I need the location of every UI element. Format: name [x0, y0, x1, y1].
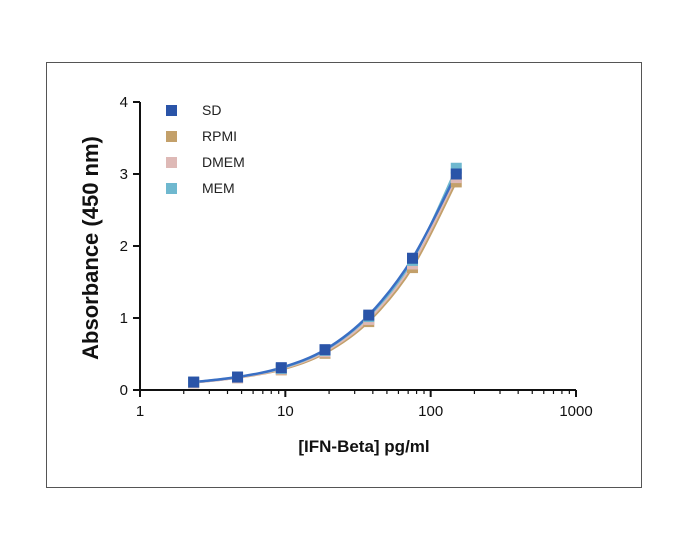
data-point-sd: [232, 371, 244, 383]
x-tick-label: 1: [136, 403, 144, 420]
x-tick-label: 100: [418, 403, 443, 420]
y-tick-label: 0: [120, 382, 128, 399]
y-tick-label: 4: [120, 94, 128, 111]
y-tick-label: 3: [120, 166, 128, 183]
legend-label-dmem: DMEM: [202, 154, 245, 170]
legend-label-rpmi: RPMI: [202, 128, 237, 144]
legend-swatch-sd: [166, 105, 177, 116]
x-axis-title: [IFN-Beta] pg/ml: [298, 437, 429, 456]
legend-swatch-dmem: [166, 157, 177, 168]
y-tick-label: 2: [120, 238, 128, 255]
data-point-sd: [363, 309, 375, 321]
y-axis-title: Absorbance (450 nm): [78, 136, 103, 360]
chart-frame: [46, 62, 642, 488]
data-point-sd: [407, 252, 419, 264]
legend-swatch-mem: [166, 183, 177, 194]
data-point-sd: [275, 362, 287, 374]
legend-label-sd: SD: [202, 102, 221, 118]
data-point-sd: [450, 168, 462, 180]
x-ticks: 1 10 100 1000: [136, 390, 593, 420]
x-tick-label: 10: [277, 403, 294, 420]
data-points: [188, 162, 462, 389]
data-point-sd: [319, 344, 331, 356]
data-point-mem: [450, 162, 462, 174]
data-point-sd: [188, 376, 200, 388]
x-tick-label: 1000: [559, 403, 592, 420]
y-tick-label: 1: [120, 310, 128, 327]
legend-swatch-rpmi: [166, 131, 177, 142]
legend: SD RPMI DMEM MEM: [166, 102, 245, 196]
axes: [139, 102, 576, 391]
y-ticks: 0 1 2 3 4: [120, 94, 140, 399]
legend-label-mem: MEM: [202, 180, 235, 196]
